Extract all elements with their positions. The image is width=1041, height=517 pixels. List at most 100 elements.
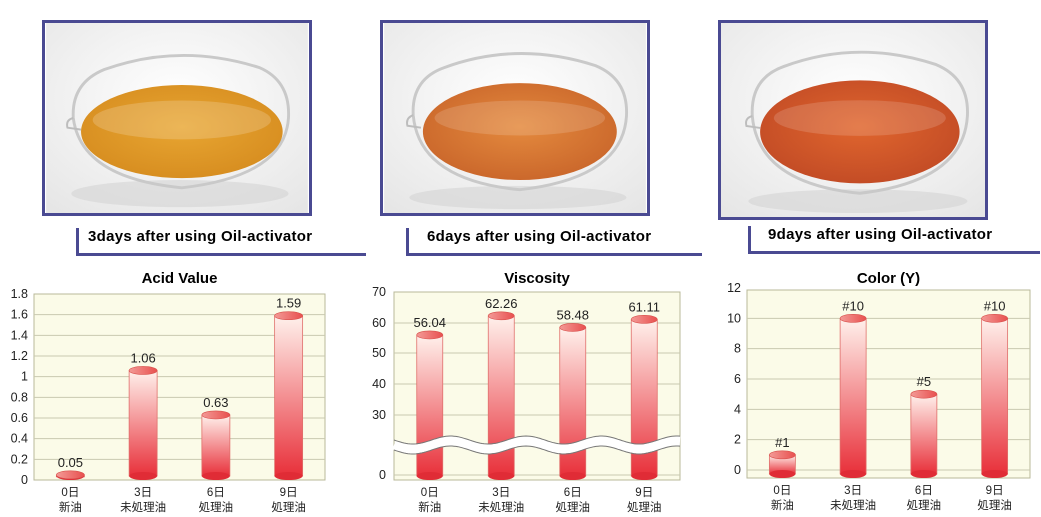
x-tick-label: 9日 bbox=[280, 487, 298, 499]
x-tick-sublabel: 新油 bbox=[771, 498, 794, 512]
bar-base bbox=[769, 470, 796, 478]
y-tick-label: 1.2 bbox=[11, 349, 28, 363]
bar-2 bbox=[910, 389, 938, 478]
bar-cap bbox=[274, 311, 303, 321]
bar-body bbox=[274, 315, 304, 477]
bar-cap bbox=[769, 450, 796, 460]
bar-cap bbox=[487, 311, 515, 321]
caption-day3: 3days after using Oil-activator bbox=[88, 228, 313, 245]
y-tick-label: 0.6 bbox=[11, 411, 28, 425]
y-tick-label: 12 bbox=[727, 281, 741, 295]
bar-body bbox=[201, 414, 231, 477]
chart-title: Acid Value bbox=[142, 270, 218, 287]
data-label: #5 bbox=[917, 374, 931, 389]
caption-day9: 9days after using Oil-activator bbox=[768, 226, 993, 243]
axis-break-line bbox=[393, 435, 681, 445]
caption-frame-day9 bbox=[748, 226, 1040, 254]
petri-dish-image-day9 bbox=[721, 23, 985, 217]
bar-base bbox=[631, 472, 658, 480]
bar-2 bbox=[559, 323, 587, 480]
chart-viscosity: Viscosity 0 30 40 50 60 70 56.04 0日 新油 62.26 3日 未処理油… bbox=[360, 262, 695, 517]
bar-cap bbox=[981, 314, 1008, 323]
chart-color: Color (Y) 0 2 4 6 8 10 12 #1 0日 新油 #10 3日 未処理油 #5 6日 処理油… bbox=[705, 262, 1041, 517]
data-label: 0.63 bbox=[203, 395, 228, 410]
y-tick-label: 1.8 bbox=[11, 287, 28, 301]
y-tick-label: 1 bbox=[21, 370, 28, 384]
x-tick-label: 9日 bbox=[635, 487, 653, 499]
x-tick-label: 0日 bbox=[773, 485, 791, 497]
y-tick-label: 4 bbox=[734, 402, 741, 416]
bar-3 bbox=[630, 315, 658, 480]
y-tick-label: 10 bbox=[727, 311, 741, 325]
bar-cap bbox=[839, 314, 867, 323]
bar-1 bbox=[128, 366, 158, 480]
bar-base bbox=[416, 472, 443, 480]
bar-base bbox=[981, 470, 1008, 478]
x-tick-sublabel: 処理油 bbox=[907, 498, 942, 512]
x-tick-label: 6日 bbox=[564, 487, 582, 499]
x-tick-sublabel: 処理油 bbox=[556, 500, 591, 514]
x-tick-label: 3日 bbox=[844, 485, 862, 497]
bar-base bbox=[840, 470, 867, 478]
bar-base bbox=[559, 472, 586, 480]
bar-cap bbox=[630, 315, 658, 324]
x-tick-label: 0日 bbox=[421, 487, 439, 499]
bar-0 bbox=[768, 450, 796, 478]
y-tick-label: 1.6 bbox=[11, 308, 28, 322]
bar-body bbox=[128, 370, 158, 477]
photo-day3 bbox=[42, 20, 312, 216]
y-tick-label: 30 bbox=[372, 408, 386, 422]
petri-dish-image-day6 bbox=[384, 23, 646, 213]
x-tick-sublabel: 処理油 bbox=[977, 498, 1012, 512]
y-tick-label: 60 bbox=[372, 316, 386, 330]
bar-cap bbox=[416, 330, 444, 340]
x-tick-sublabel: 新油 bbox=[59, 500, 82, 514]
bar-base bbox=[488, 472, 515, 480]
bar-1 bbox=[839, 314, 867, 478]
axis-break-gap bbox=[392, 436, 681, 454]
chart-acid-value: Acid Value 0 0.2 0.4 0.6 0.8 1 1.2 1.4 1.6 1.8 0.05… bbox=[0, 262, 345, 517]
bar-2 bbox=[201, 410, 231, 480]
x-tick-sublabel: 処理油 bbox=[199, 500, 234, 514]
x-tick-sublabel: 新油 bbox=[418, 500, 441, 514]
x-tick-sublabel: 未処理油 bbox=[120, 500, 166, 514]
y-tick-label: 0.4 bbox=[11, 432, 28, 446]
y-tick-label: 8 bbox=[734, 342, 741, 356]
bar-body bbox=[910, 393, 938, 475]
axis-break-line bbox=[393, 445, 681, 455]
caption-day6: 6days after using Oil-activator bbox=[427, 228, 652, 245]
y-tick-label: 0.2 bbox=[11, 452, 28, 466]
bar-cap bbox=[910, 389, 938, 399]
data-label: 1.59 bbox=[276, 296, 301, 311]
photo-day6 bbox=[380, 20, 650, 216]
petri-dish-image-day3 bbox=[46, 23, 308, 213]
x-tick-label: 6日 bbox=[207, 487, 225, 499]
x-tick-sublabel: 未処理油 bbox=[478, 500, 524, 514]
data-label: #10 bbox=[842, 298, 864, 313]
bar-body bbox=[981, 317, 1009, 475]
x-tick-label: 3日 bbox=[492, 487, 510, 499]
data-label: 61.11 bbox=[628, 299, 660, 314]
bar-body bbox=[839, 317, 867, 475]
y-tick-label: 6 bbox=[734, 372, 741, 386]
y-tick-label: 70 bbox=[372, 285, 386, 299]
x-tick-label: 9日 bbox=[986, 485, 1004, 497]
photo-day9 bbox=[718, 20, 988, 220]
bar-body bbox=[416, 334, 444, 477]
x-tick-label: 6日 bbox=[915, 485, 933, 497]
y-tick-label: 2 bbox=[734, 433, 741, 447]
bar-3 bbox=[981, 314, 1009, 478]
bar-0 bbox=[416, 330, 444, 480]
x-tick-sublabel: 未処理油 bbox=[830, 498, 876, 512]
data-label: 56.04 bbox=[413, 315, 446, 330]
data-label: #1 bbox=[775, 435, 789, 450]
bar-cap bbox=[201, 410, 231, 420]
caption-frame-day3 bbox=[76, 228, 366, 256]
bar-base bbox=[129, 472, 158, 480]
bar-0 bbox=[55, 470, 85, 480]
bar-base bbox=[201, 472, 230, 480]
y-tick-label: 0 bbox=[21, 473, 28, 487]
bar-3 bbox=[274, 311, 304, 480]
x-tick-sublabel: 処理油 bbox=[627, 500, 662, 514]
